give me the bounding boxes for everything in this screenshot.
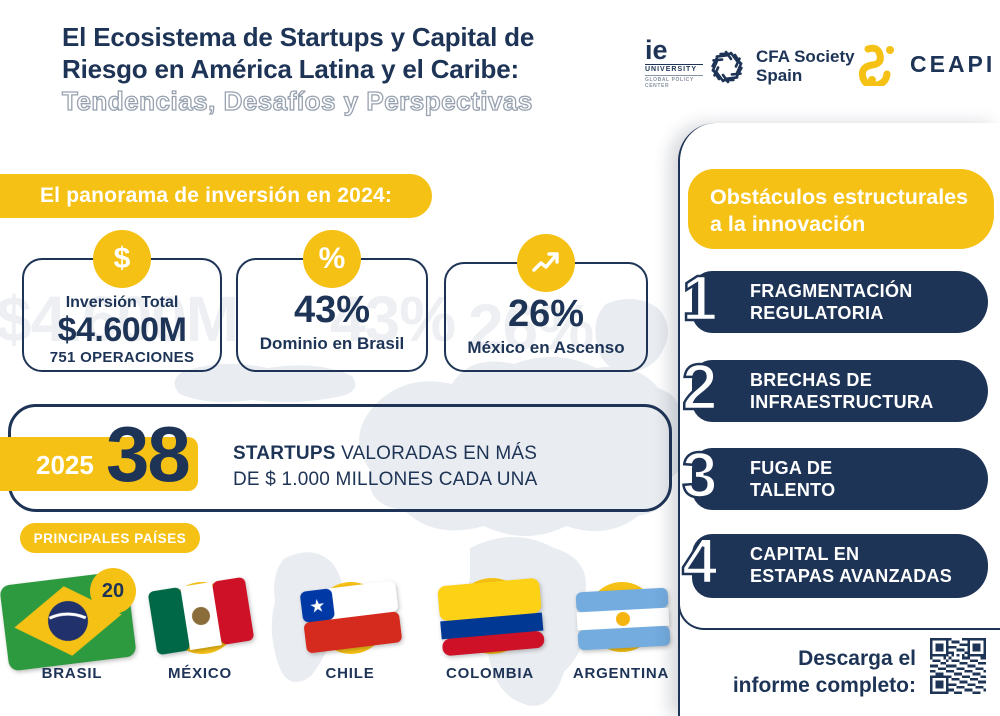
unicorns-year: 2025 (36, 450, 94, 480)
unicorns-desc-line2: DE $ 1.000 MILLONES CADA UNA (233, 468, 538, 490)
stat-card-label-bottom: México en Ascenso (467, 337, 625, 357)
stat-card-mexico-growth: 26% México en Ascenso (444, 234, 648, 372)
unicorns-year-banner (0, 437, 198, 491)
colombia-flag (437, 578, 545, 656)
download-callout: Descarga el informe completo: (733, 645, 916, 700)
svg-text:★: ★ (308, 595, 326, 617)
obstacle-text-line1: BRECHAS DE (750, 370, 873, 390)
panorama-heading: El panorama de inversión en 2024: (39, 184, 393, 207)
ceapi-swirl-icon (858, 44, 894, 86)
trend-up-icon (517, 234, 575, 292)
ceapi-logo: CEAPI (856, 42, 995, 86)
unicorns-count: 38 (106, 410, 191, 498)
stat-card-label-top: Inversión Total (65, 294, 179, 311)
obstacle-number: 1 (681, 262, 719, 334)
country-label: BRASIL (41, 665, 103, 682)
title-line-2: Riesgo en América Latina y el Caribe: (62, 53, 519, 84)
page-title: El Ecosistema de Startups y Capital de R… (61, 22, 535, 119)
obstacle-number: 3 (681, 439, 719, 511)
argentina-flag (575, 587, 671, 651)
unicorns-description: STARTUPS VALORADAS EN MÁS DE $ 1.000 MIL… (233, 441, 537, 492)
obstacle-item-1: 1 FRAGMENTACIÓN REGULATORIA (681, 263, 988, 333)
stat-card-total-investment: $ Inversión Total $4.600M 751 OPERACIONE… (22, 230, 222, 372)
ghost-value-2: 43% (330, 283, 456, 355)
countries-heading: PRINCIPALES PAÍSES (33, 530, 187, 546)
brasil-count-badge: 20 (90, 568, 136, 614)
cfa-society-spain-logo: CFA Society Spain (706, 46, 855, 88)
obstacle-text-line2: INFRAESTRUCTURA (750, 391, 934, 412)
obstacles-heading-pill: Obstáculos estructurales a la innovación (688, 169, 994, 249)
obstacle-item-2: 2 BRECHAS DE INFRAESTRUCTURA (681, 352, 988, 422)
stat-card-label-bottom: Dominio en Brasil (259, 333, 405, 353)
ie-gpc-label: GLOBAL POLICY CENTER (645, 75, 703, 89)
ie-logo-text: ie (645, 35, 668, 65)
cfa-line-2: Spain (756, 66, 803, 85)
panel-divider (678, 590, 1000, 630)
country-colombia: COLOMBIA (430, 566, 550, 690)
cfa-pinwheel-icon (711, 50, 743, 84)
cfa-line-1: CFA Society (756, 47, 855, 67)
country-label: COLOMBIA (445, 665, 535, 682)
obstacle-text-line2: REGULATORIA (750, 302, 884, 323)
stat-card-label-bottom: 751 OPERACIONES (49, 349, 195, 367)
country-brasil: 20 BRASIL (0, 560, 142, 690)
countries-heading-pill: PRINCIPALES PAÍSES (20, 523, 200, 553)
qr-code (930, 638, 986, 694)
obstacles-heading-line1: Obstáculos estructurales (710, 185, 969, 209)
obstacle-item-3: 3 FUGA DE TALENTO (681, 440, 988, 510)
ghost-value-1: $4.600M (0, 283, 239, 355)
stat-card-brazil-share: % 43% Dominio en Brasil (236, 230, 428, 372)
stat-card-value: 43% (293, 289, 371, 331)
download-line1: Descarga el (798, 647, 916, 670)
obstacle-item-4: 4 CAPITAL EN ESTAPAS AVANZADAS (681, 526, 988, 598)
ghost-value-3: 26% (468, 291, 594, 363)
country-label: CHILE (325, 665, 375, 682)
country-label: ARGENTINA (572, 665, 670, 682)
obstacle-text-line1: FUGA DE (750, 458, 833, 478)
obstacle-text-line2: TALENTO (750, 479, 836, 500)
dollar-icon: $ (93, 230, 151, 288)
obstacle-text-line2: ESTAPAS AVANZADAS (750, 565, 953, 586)
mexico-flag (148, 577, 254, 655)
ceapi-label: CEAPI (910, 50, 996, 77)
obstacle-text-line1: CAPITAL EN (750, 544, 860, 564)
obstacle-number: 2 (681, 351, 719, 423)
ie-university-logo: ie UNIVERSITY GLOBAL POLICY CENTER (645, 35, 703, 89)
obstacle-text-line1: FRAGMENTACIÓN (750, 281, 913, 301)
unicorns-desc-bold: STARTUPS (233, 443, 336, 464)
country-label: MÉXICO (168, 665, 232, 682)
stat-card-value: 26% (507, 293, 585, 335)
chile-flag: ★ (300, 581, 402, 653)
ie-university-label: UNIVERSITY (645, 64, 703, 73)
panorama-heading-pill: El panorama de inversión en 2024: (0, 174, 432, 218)
country-chile: ★ CHILE (295, 570, 405, 690)
country-argentina: ARGENTINA (565, 572, 677, 690)
obstacles-panel: Obstáculos estructurales a la innovación… (678, 123, 1000, 716)
country-mexico: MÉXICO (140, 570, 260, 690)
obstacle-number: 4 (681, 525, 719, 597)
obstacles-heading-line2: a la innovación (710, 211, 866, 236)
stat-card-value: $4.600M (57, 311, 187, 349)
subtitle: Tendencias, Desafíos y Perspectivas (61, 86, 533, 117)
download-line2: informe completo: (732, 674, 916, 698)
unicorns-desc-rest: VALORADAS EN MÁS (335, 443, 538, 464)
title-line-1: El Ecosistema de Startups y Capital de (62, 22, 535, 52)
percent-icon: % (303, 230, 361, 288)
